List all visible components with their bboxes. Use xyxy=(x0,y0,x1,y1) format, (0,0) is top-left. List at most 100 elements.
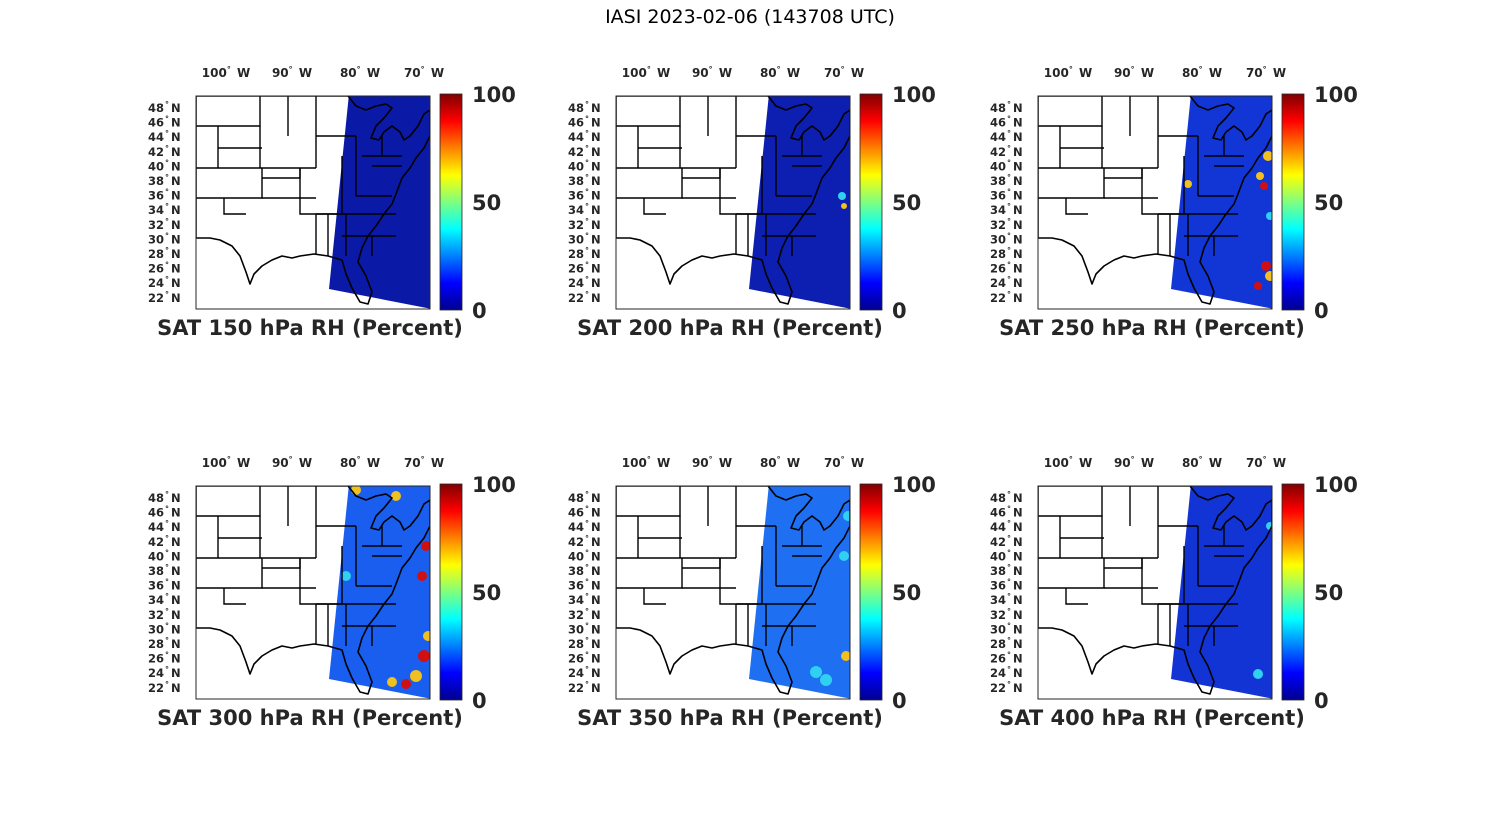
moisture-blob xyxy=(843,511,850,521)
moisture-blob xyxy=(423,631,430,641)
lon-label: 100° W xyxy=(202,455,250,470)
map-plot: 100° W 90° W 80° W 70° W 48° N46° N44° N42° N40°… xyxy=(568,65,936,323)
moisture-blob xyxy=(341,571,351,581)
map-area xyxy=(615,95,851,310)
lat-label: 32° N xyxy=(568,607,601,622)
lat-label: 40° N xyxy=(990,158,1023,173)
moisture-blob xyxy=(401,679,411,689)
colorbar-tick: 0 xyxy=(472,689,487,713)
moisture-blob xyxy=(387,677,397,687)
figure-title: IASI 2023-02-06 (143708 UTC) xyxy=(605,6,895,28)
moisture-blob xyxy=(1184,180,1192,188)
lat-label: 40° N xyxy=(568,548,601,563)
state-border xyxy=(223,588,246,605)
lat-label: 24° N xyxy=(990,275,1023,290)
lat-label: 36° N xyxy=(148,188,181,203)
lat-label: 38° N xyxy=(568,173,601,188)
lat-label: 42° N xyxy=(148,144,181,159)
moisture-blob xyxy=(1266,212,1272,220)
colorbar-tick: 100 xyxy=(892,83,936,107)
map-plot: 100° W 90° W 80° W 70° W 48° N46° N44° N42° N40°… xyxy=(148,65,516,323)
lat-label: 46° N xyxy=(990,505,1023,520)
panel-caption: SAT 250 hPa RH (Percent) xyxy=(999,316,1305,340)
lat-label: 44° N xyxy=(568,519,601,534)
lat-label: 22° N xyxy=(568,290,601,305)
panel-caption: SAT 400 hPa RH (Percent) xyxy=(999,706,1305,730)
lat-label: 34° N xyxy=(148,592,181,607)
colorbar-tick: 0 xyxy=(892,689,907,713)
satellite-swath xyxy=(1171,486,1272,699)
lat-label: 28° N xyxy=(990,636,1023,651)
colorbar-tick: 100 xyxy=(472,83,516,107)
colorbar xyxy=(439,483,463,701)
moisture-blob xyxy=(410,670,422,682)
colorbar xyxy=(439,93,463,311)
lat-label: 42° N xyxy=(990,144,1023,159)
state-border xyxy=(1065,198,1088,215)
lat-label: 36° N xyxy=(568,578,601,593)
lon-label: 100° W xyxy=(1044,455,1092,470)
lon-label: 90° W xyxy=(272,65,312,80)
lon-label: 70° W xyxy=(1246,455,1286,470)
map-area xyxy=(615,485,851,700)
lat-label: 38° N xyxy=(148,173,181,188)
map-frame xyxy=(1037,95,1273,310)
colorbar-tick: 0 xyxy=(892,299,907,323)
panel-caption: SAT 150 hPa RH (Percent) xyxy=(157,316,463,340)
lat-label: 38° N xyxy=(990,173,1023,188)
map-panel-250: 100° W 90° W 80° W 70° W 48° N 46° N 44° N 42° N 40°… xyxy=(982,60,1402,360)
moisture-blob xyxy=(1260,182,1268,190)
lat-label: 24° N xyxy=(148,665,181,680)
panel-caption: SAT 350 hPa RH (Percent) xyxy=(577,706,883,730)
lon-label: 90° W xyxy=(272,455,312,470)
lat-label: 42° N xyxy=(568,144,601,159)
lat-label: 30° N xyxy=(148,231,181,246)
map-plot: 100° W 90° W 80° W 70° W 48° N46° N44° N42° N40°… xyxy=(990,455,1358,713)
lat-label: 26° N xyxy=(568,261,601,276)
colorbar xyxy=(1281,483,1305,701)
lat-label: 42° N xyxy=(990,534,1023,549)
lat-label: 46° N xyxy=(148,505,181,520)
lon-label: 100° W xyxy=(622,65,670,80)
lon-label: 70° W xyxy=(1246,65,1286,80)
lat-label: 48° N xyxy=(148,100,181,115)
colorbar-tick: 50 xyxy=(892,191,921,215)
moisture-blob xyxy=(1254,282,1262,290)
lon-label: 70° W xyxy=(404,455,444,470)
map-panel-350: 100° W 90° W 80° W 70° W 48° N 46° N 44° N 42° N 40°… xyxy=(560,450,980,750)
lat-label: 28° N xyxy=(990,246,1023,261)
lat-label: 30° N xyxy=(990,621,1023,636)
satellite-swath xyxy=(749,96,850,309)
lat-label: 34° N xyxy=(568,202,601,217)
lat-label: 26° N xyxy=(990,651,1023,666)
lat-label: 30° N xyxy=(990,231,1023,246)
colorbar-tick: 50 xyxy=(892,581,921,605)
colorbar-tick: 50 xyxy=(472,191,501,215)
moisture-blob xyxy=(1265,271,1272,281)
colorbar-tick: 0 xyxy=(472,299,487,323)
lat-label: 32° N xyxy=(990,217,1023,232)
colorbar xyxy=(1281,93,1305,311)
lon-label: 70° W xyxy=(824,65,864,80)
lon-label: 80° W xyxy=(760,455,800,470)
map-frame xyxy=(195,485,431,700)
lat-label: 44° N xyxy=(990,129,1023,144)
map-panel-300: 100° W 90° W 80° W 70° W 48° N 46° N 44° N 42° N 40°… xyxy=(140,450,560,750)
lat-label: 44° N xyxy=(148,129,181,144)
lon-label: 90° W xyxy=(692,65,732,80)
panel-caption: SAT 300 hPa RH (Percent) xyxy=(157,706,463,730)
lat-label: 28° N xyxy=(568,636,601,651)
lat-label: 40° N xyxy=(568,158,601,173)
moisture-blob xyxy=(1261,261,1271,271)
moisture-blob xyxy=(418,650,430,662)
lat-label: 32° N xyxy=(148,217,181,232)
panel-caption: SAT 200 hPa RH (Percent) xyxy=(577,316,883,340)
lon-label: 100° W xyxy=(622,455,670,470)
lat-label: 36° N xyxy=(990,578,1023,593)
lon-label: 70° W xyxy=(824,455,864,470)
lat-label: 26° N xyxy=(568,651,601,666)
coastline xyxy=(196,96,430,305)
lat-label: 48° N xyxy=(148,490,181,505)
map-panel-150: 100° W 90° W 80° W 70° W 48° N 46° N 44° N 42° N 40°… xyxy=(140,60,560,360)
map-frame xyxy=(1037,485,1273,700)
